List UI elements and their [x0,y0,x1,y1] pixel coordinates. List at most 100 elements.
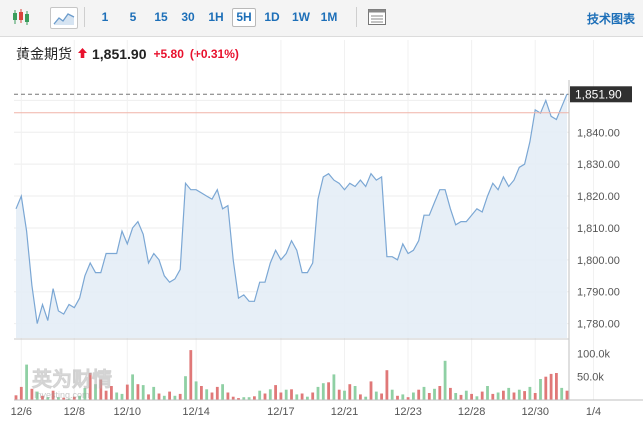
volume-bar [390,389,394,400]
time-tick-label: 12/23 [394,406,422,418]
volume-bar [348,384,352,400]
time-tick-label: 12/17 [267,406,295,418]
volume-bar [274,385,277,400]
timeframe-button-1h[interactable]: 1H [208,10,224,24]
volume-bar [141,385,145,400]
indicator-panel-icon[interactable] [366,7,388,27]
volume-bar [231,396,235,400]
volume-bar [72,396,76,400]
volume-bar [359,394,362,400]
volume-bar [486,386,489,400]
timeframe-button-30[interactable]: 30 [181,10,195,24]
tech-chart-link[interactable]: 技术图表 [586,12,635,26]
volume-bar [353,386,357,400]
volume-bar [321,383,325,400]
volume-bar [210,392,214,400]
volume-bar [30,388,34,400]
volume-bar [78,395,81,400]
volume-bar [258,390,262,400]
instrument-name: 黄金期货 [16,46,72,62]
volume-bar [35,391,39,400]
timeframe-button-5[interactable]: 5 [129,10,137,24]
time-axis: 12/6 12/8 12/10 12/14 12/17 12/21 12/23 12/28 12… [11,406,602,418]
last-price-tag: 1,851.90 [570,86,632,103]
volume-bars [14,350,569,400]
price-axis: 1,780.00 1,790.00 1,800.00 1,810.00 1,820.00… [577,127,620,330]
volume-bar [67,398,71,400]
volume-bar [380,393,383,400]
price-tick-label: 1,800.00 [577,255,620,267]
volume-bar [517,389,521,400]
volume-bar [284,389,288,400]
volume-bar [242,397,246,400]
timeframe-button-1m[interactable]: 1M [320,10,338,24]
volume-tick-label: 100.0k [577,348,611,360]
volume-bar [343,390,346,400]
volume-bar [136,384,140,400]
time-tick-label: 12/28 [458,406,486,418]
volume-bar [332,374,336,400]
volume-bar [205,389,209,400]
volume-bar [549,373,553,400]
volume-bar [131,374,134,400]
price-line [15,93,568,324]
volume-bar [279,392,283,400]
volume-bar [125,384,129,400]
volume-bar [438,386,442,400]
volume-bar [157,393,161,400]
volume-bar [263,393,267,400]
volume-bar [51,390,55,400]
volume-bar [427,393,431,400]
volume-bar [57,397,60,400]
volume-bar [83,387,87,400]
volume-bar [62,397,66,400]
volume-bar [480,391,484,400]
price-tick-label: 1,830.00 [577,159,620,171]
volume-bar [470,393,473,400]
volume-bar [115,392,119,400]
volume-bar [184,376,187,400]
volume-bar [247,397,251,400]
volume-bar [94,384,97,400]
volume-bar [110,386,113,400]
volume-bar [523,391,526,400]
price-tick-label: 1,810.00 [577,223,620,235]
volume-bar [443,360,447,400]
volume-bar [215,386,219,400]
volume-bar [316,386,320,400]
volume-bar [528,386,532,400]
time-tick-label: 12/30 [521,406,549,418]
volume-bar [88,373,92,400]
timeframe-button-1w[interactable]: 1W [292,10,310,24]
volume-bar [162,395,166,400]
volume-bar [168,391,171,400]
chart-frame [14,80,643,401]
volume-bar [539,379,542,400]
volume-bar [327,382,330,400]
timeframe-button-1[interactable]: 1 [101,10,109,24]
timeframe-button-1d[interactable]: 1D [264,10,280,24]
volume-bar [512,392,516,400]
volume-bar [459,394,463,400]
watermark-logo: 英为财情 [32,367,112,391]
timeframe-button-5h[interactable]: 5H [232,8,256,27]
volume-bar [178,393,182,400]
timeframe-button-15[interactable]: 15 [154,10,168,24]
volume-bar [290,389,293,400]
volume-bar [295,394,299,400]
time-tick-label: 12/21 [331,406,359,418]
volume-bar [221,384,224,400]
volume-bar [502,390,505,400]
volume-bar [41,395,44,400]
price-tick-label: 1,790.00 [577,287,620,299]
volume-bar [104,390,108,400]
volume-bar [533,393,537,400]
volume-bar [300,393,304,400]
volume-bar [412,392,415,400]
candlestick-chart-icon[interactable] [10,7,32,27]
volume-bar [99,379,103,400]
price-change-percent: (+0.31%) [189,47,239,61]
volume-bar [226,392,230,400]
area-chart-icon[interactable] [50,7,78,29]
